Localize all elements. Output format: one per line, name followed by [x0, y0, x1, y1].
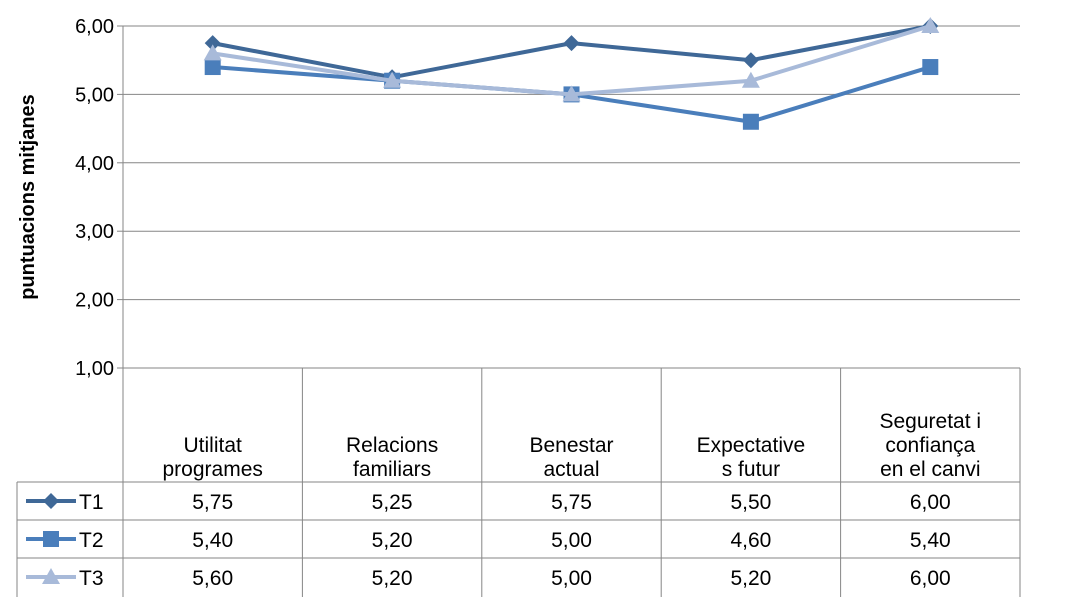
data-point	[563, 35, 580, 52]
table-cell-value: 5,20	[372, 567, 413, 590]
table-cell-value: 5,00	[551, 529, 592, 552]
table-cell-value: 5,60	[192, 567, 233, 590]
table-cell-value: 5,75	[192, 491, 233, 514]
category-label: s futur	[722, 458, 780, 481]
y-tick-label: 6,00	[75, 16, 114, 38]
category-label: familiars	[353, 458, 431, 481]
data-point	[562, 85, 581, 102]
category-label: programes	[163, 458, 263, 481]
table-cell-value: 6,00	[910, 491, 951, 514]
table-cell-value: 5,40	[192, 529, 233, 552]
category-label: Relacions	[346, 434, 438, 457]
data-point	[383, 71, 402, 88]
category-label: confiança	[885, 434, 975, 457]
category-label: Utilitat	[184, 434, 243, 457]
legend-key-marker	[43, 493, 59, 509]
y-axis-label: puntuacions mitjanes	[17, 94, 39, 300]
legend-label: T2	[79, 529, 104, 552]
series-lines	[203, 17, 940, 130]
category-label: Expectative	[697, 434, 806, 457]
legend-key-marker	[42, 568, 60, 584]
data-table: T1 5,75 5,25 5,75 5,50 6,00 T2 5,40 5,20 5,00 4,60…	[16, 481, 1020, 597]
data-point	[741, 71, 760, 88]
table-cell-value: 4,60	[730, 529, 771, 552]
table-cell-value: 5,50	[730, 491, 771, 514]
data-point	[204, 59, 221, 76]
category-label: Seguretat i	[880, 410, 982, 433]
data-point	[742, 113, 759, 130]
gridlines	[123, 25, 1020, 369]
y-tick-label: 1,00	[75, 358, 114, 380]
table-cell-value: 5,40	[910, 529, 951, 552]
data-point	[204, 35, 221, 52]
y-tick-label: 4,00	[75, 153, 114, 175]
category-label: Benestar	[529, 434, 613, 457]
y-tick-label: 3,00	[75, 221, 114, 243]
table-cell-value: 5,20	[730, 567, 771, 590]
category-label: actual	[543, 458, 599, 481]
legend-label: T1	[79, 491, 104, 514]
table-cell-value: 5,75	[551, 491, 592, 514]
data-point	[742, 52, 759, 69]
legend-label: T3	[79, 567, 104, 590]
data-point	[203, 44, 222, 61]
table-cell-value: 5,25	[372, 491, 413, 514]
series-T3	[203, 17, 940, 102]
table-cell-value: 5,20	[372, 529, 413, 552]
category-label: en el canvi	[880, 458, 980, 481]
y-tick-label: 5,00	[75, 84, 114, 106]
legend-key-marker	[43, 531, 59, 547]
table-cell-value: 5,00	[551, 567, 592, 590]
y-tick-label: 2,00	[75, 290, 114, 312]
data-point	[922, 59, 939, 76]
y-tick-labels: 1,00 2,00 3,00 4,00 5,00 6,00	[75, 16, 114, 380]
data-point	[921, 17, 940, 33]
table-cell-value: 6,00	[910, 567, 951, 590]
